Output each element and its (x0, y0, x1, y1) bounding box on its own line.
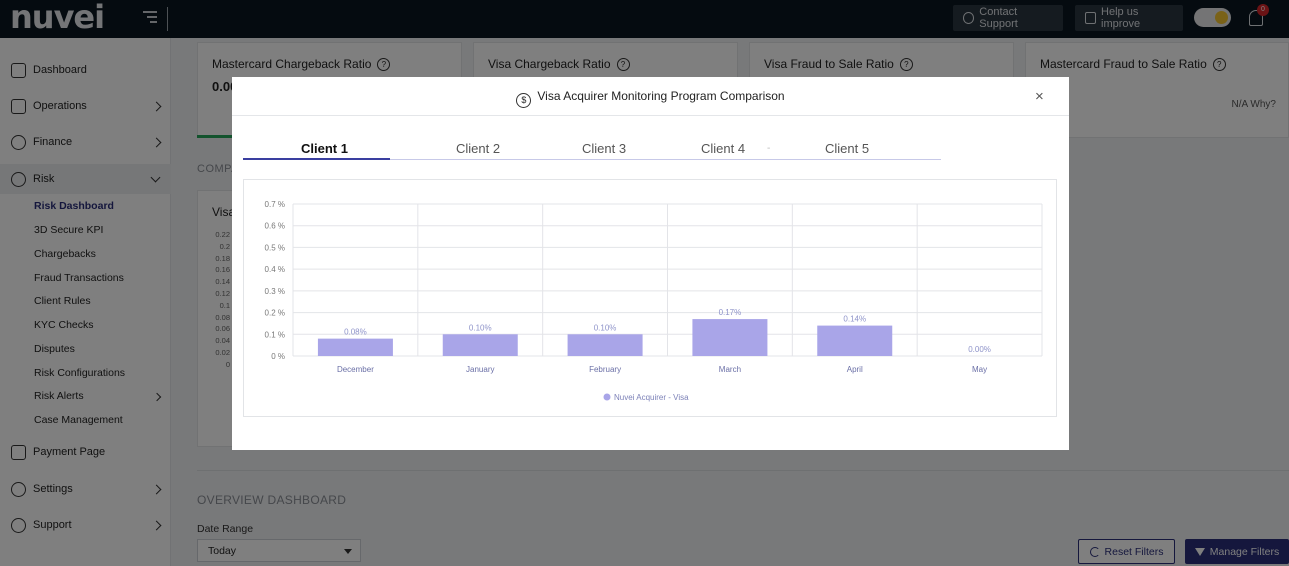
vamp-bar-chart: 0 % 0.1 % 0.2 % 0.3 % 0.4 % 0.5 % 0.6 % 0.7 % 0.… (265, 200, 1043, 402)
bar (692, 319, 768, 356)
x-tick-label: January (466, 365, 494, 374)
tab-client-2[interactable]: Client 2 (456, 141, 501, 156)
y-tick-label: 0.2 % (265, 309, 285, 318)
client-tabs: Client 1 Client 2 Client 3 Client 4 - Cl… (243, 139, 941, 160)
legend-marker (603, 393, 611, 401)
y-tick-label: 0.4 % (265, 265, 285, 274)
bar-data-label: 0.17% (719, 308, 742, 317)
bar (817, 325, 893, 356)
x-tick-label: May (972, 365, 987, 374)
bar-data-label: 0.10% (594, 323, 617, 332)
bar (567, 334, 643, 356)
bar-data-label: 0.00% (968, 345, 991, 354)
y-tick-label: 0.1 % (265, 330, 285, 339)
bar (317, 338, 393, 356)
legend-label: Nuvei Acquirer - Visa (614, 393, 689, 402)
modal-title: Visa Acquirer Monitoring Program Compari… (537, 89, 785, 103)
x-tick-label: April (847, 365, 863, 374)
y-tick-label: 0.5 % (265, 243, 285, 252)
y-tick-label: 0.6 % (265, 222, 285, 231)
active-tab-indicator (243, 158, 390, 160)
close-icon[interactable]: × (1035, 88, 1044, 105)
tab-client-3[interactable]: Client 3 (582, 141, 627, 156)
bar-data-label: 0.14% (843, 315, 866, 324)
bar (442, 334, 518, 356)
bar-data-label: 0.10% (469, 323, 492, 332)
modal-header: $ Visa Acquirer Monitoring Program Compar… (232, 77, 1069, 116)
dollar-icon: $ (516, 93, 532, 108)
tab-client-4[interactable]: Client 4 (701, 141, 746, 156)
x-tick-label: December (337, 365, 374, 374)
x-tick-label: February (589, 365, 621, 374)
bar-data-label: 0.08% (344, 328, 367, 337)
y-tick-label: 0.3 % (265, 287, 285, 296)
vamp-chart-card: 0 % 0.1 % 0.2 % 0.3 % 0.4 % 0.5 % 0.6 % 0.7 % 0.… (243, 179, 1057, 417)
y-tick-label: 0 % (271, 352, 285, 361)
tab-separator: - (767, 143, 771, 154)
tab-client-1[interactable]: Client 1 (301, 141, 348, 156)
modal-title-wrap: $ Visa Acquirer Monitoring Program Compar… (232, 89, 1069, 108)
y-tick-label: 0.7 % (265, 200, 285, 209)
vamp-comparison-modal: $ Visa Acquirer Monitoring Program Compar… (232, 77, 1069, 450)
tab-client-5[interactable]: Client 5 (825, 141, 870, 156)
x-tick-label: March (719, 365, 741, 374)
